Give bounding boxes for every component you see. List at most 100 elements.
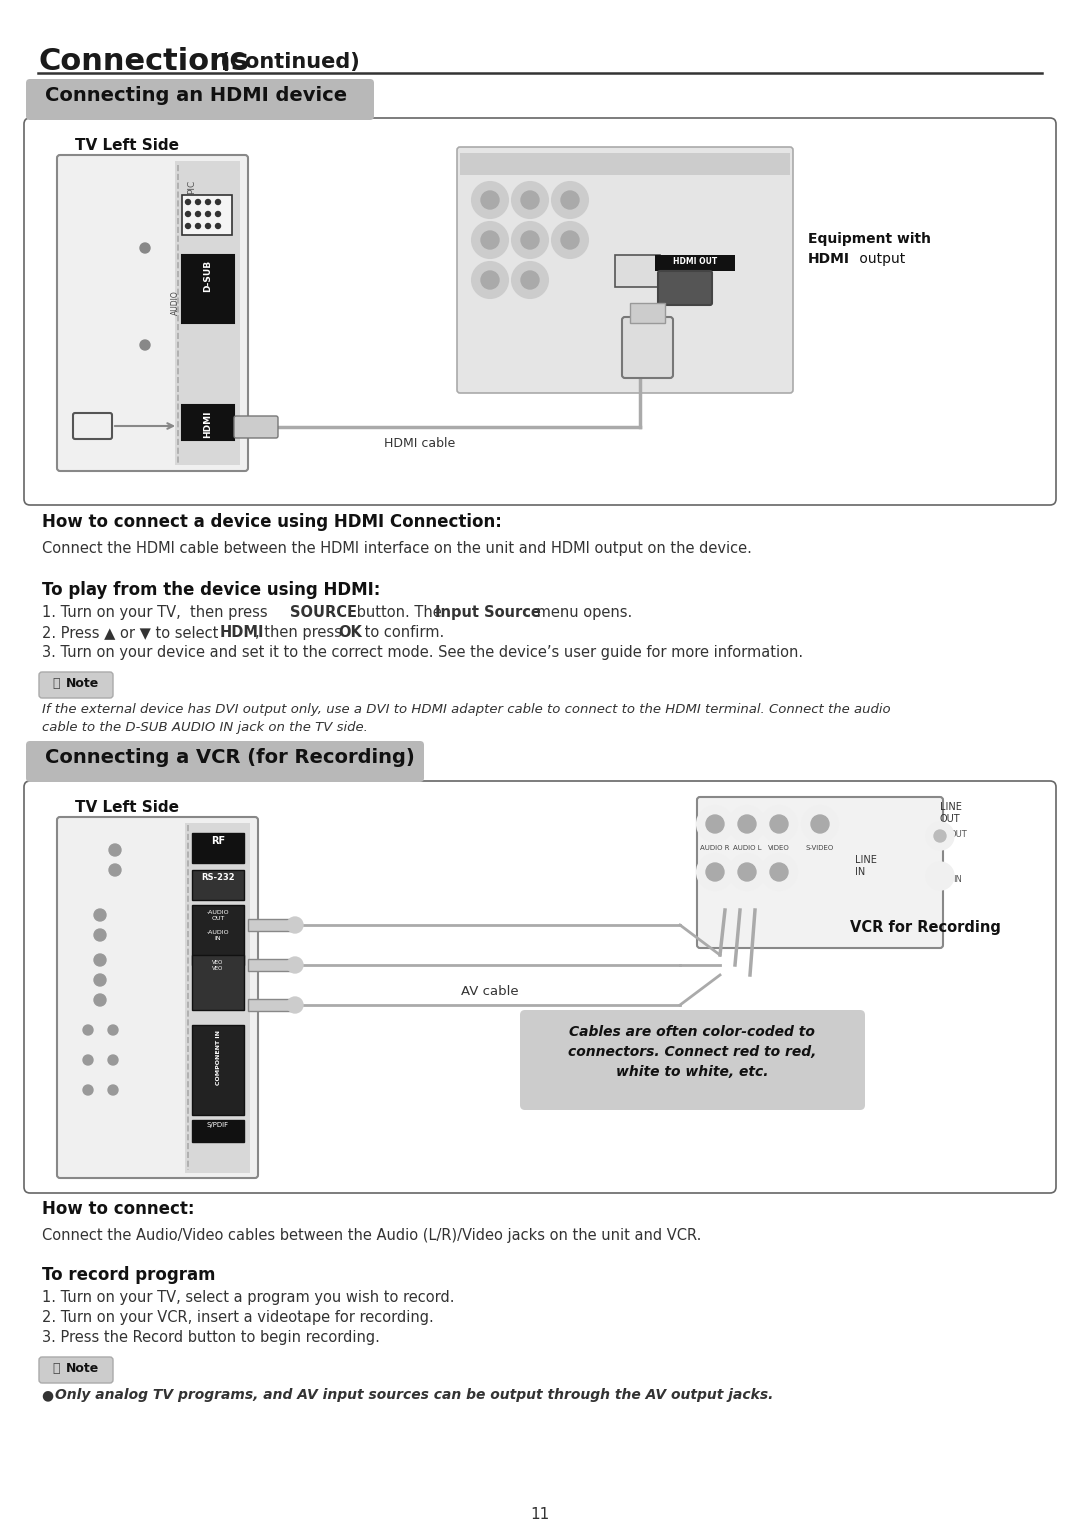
Text: Connect the Audio/Video cables between the Audio (L/R)/Video jacks on the unit a: Connect the Audio/Video cables between t… bbox=[42, 1228, 701, 1243]
Text: RS-232: RS-232 bbox=[201, 873, 234, 883]
FancyBboxPatch shape bbox=[39, 672, 113, 698]
Text: , then press: , then press bbox=[255, 625, 347, 640]
Circle shape bbox=[738, 863, 756, 881]
Circle shape bbox=[100, 1077, 126, 1102]
Bar bbox=[183, 195, 232, 235]
FancyBboxPatch shape bbox=[57, 156, 248, 470]
Text: Connecting a VCR (for Recording): Connecting a VCR (for Recording) bbox=[45, 748, 415, 767]
Circle shape bbox=[287, 997, 303, 1012]
Circle shape bbox=[512, 221, 548, 258]
Text: Connecting an HDMI device: Connecting an HDMI device bbox=[45, 86, 347, 105]
Bar bbox=[192, 1025, 244, 1115]
Bar bbox=[615, 255, 660, 287]
Text: Input Source: Input Source bbox=[435, 605, 541, 620]
Text: menu opens.: menu opens. bbox=[532, 605, 632, 620]
Circle shape bbox=[481, 231, 499, 249]
Text: SOURCE: SOURCE bbox=[291, 605, 357, 620]
Circle shape bbox=[802, 806, 838, 841]
Circle shape bbox=[521, 191, 539, 209]
Circle shape bbox=[287, 918, 303, 933]
Bar bbox=[460, 153, 789, 176]
Circle shape bbox=[770, 863, 788, 881]
Bar bbox=[248, 959, 293, 971]
Circle shape bbox=[109, 844, 121, 857]
Circle shape bbox=[738, 815, 756, 834]
Circle shape bbox=[472, 182, 508, 218]
FancyBboxPatch shape bbox=[26, 741, 424, 782]
Text: white to white, etc.: white to white, etc. bbox=[616, 1064, 768, 1080]
Text: AV cable: AV cable bbox=[461, 985, 518, 999]
Text: output: output bbox=[855, 252, 905, 266]
Circle shape bbox=[94, 928, 106, 941]
FancyBboxPatch shape bbox=[457, 147, 793, 392]
Text: HDMI: HDMI bbox=[808, 252, 850, 266]
Circle shape bbox=[552, 182, 588, 218]
Circle shape bbox=[94, 954, 106, 967]
Text: D-SUB: D-SUB bbox=[203, 260, 213, 292]
Circle shape bbox=[472, 263, 508, 298]
FancyBboxPatch shape bbox=[73, 412, 112, 438]
FancyBboxPatch shape bbox=[519, 1009, 865, 1110]
Circle shape bbox=[195, 223, 201, 229]
Text: 3. Turn on your device and set it to the correct mode. See the device’s user gui: 3. Turn on your device and set it to the… bbox=[42, 644, 804, 660]
Text: To play from the device using HDMI:: To play from the device using HDMI: bbox=[42, 580, 380, 599]
Text: PIC: PIC bbox=[188, 180, 197, 194]
Text: to confirm.: to confirm. bbox=[360, 625, 444, 640]
FancyBboxPatch shape bbox=[24, 118, 1056, 505]
Text: If the external device has DVI output only, use a DVI to HDMI adapter cable to c: If the external device has DVI output on… bbox=[42, 702, 891, 716]
Circle shape bbox=[770, 815, 788, 834]
Text: Note: Note bbox=[66, 1362, 99, 1374]
Circle shape bbox=[100, 1048, 126, 1073]
Circle shape bbox=[140, 243, 150, 253]
Text: LINE: LINE bbox=[940, 802, 962, 812]
Circle shape bbox=[86, 921, 114, 948]
Circle shape bbox=[216, 200, 220, 205]
Text: 3. Press the Record button to begin recording.: 3. Press the Record button to begin reco… bbox=[42, 1330, 380, 1345]
Text: OUT: OUT bbox=[940, 814, 960, 825]
Text: TV Left Side: TV Left Side bbox=[75, 800, 179, 815]
Circle shape bbox=[86, 947, 114, 974]
Circle shape bbox=[109, 864, 121, 876]
Circle shape bbox=[521, 231, 539, 249]
Bar bbox=[248, 999, 293, 1011]
Circle shape bbox=[186, 200, 190, 205]
Circle shape bbox=[75, 1017, 102, 1043]
Circle shape bbox=[86, 986, 114, 1014]
Bar bbox=[192, 834, 244, 863]
Text: Ⓢ: Ⓢ bbox=[52, 1362, 59, 1374]
Text: HDMI: HDMI bbox=[220, 625, 265, 640]
Bar bbox=[654, 255, 735, 270]
FancyBboxPatch shape bbox=[658, 270, 712, 305]
Text: ●: ● bbox=[42, 1388, 59, 1402]
Circle shape bbox=[133, 237, 157, 260]
Text: -AUDIO
OUT: -AUDIO OUT bbox=[206, 910, 229, 921]
Text: AUDIO: AUDIO bbox=[171, 290, 179, 315]
Circle shape bbox=[706, 815, 724, 834]
Circle shape bbox=[926, 822, 954, 851]
Circle shape bbox=[729, 806, 765, 841]
Circle shape bbox=[552, 221, 588, 258]
Text: IN: IN bbox=[954, 875, 962, 884]
Bar bbox=[183, 405, 234, 440]
Circle shape bbox=[287, 957, 303, 973]
Circle shape bbox=[697, 806, 733, 841]
Circle shape bbox=[102, 835, 129, 864]
FancyBboxPatch shape bbox=[234, 415, 278, 438]
Circle shape bbox=[561, 191, 579, 209]
Bar bbox=[185, 823, 249, 1173]
Text: 1. Turn on your TV, select a program you wish to record.: 1. Turn on your TV, select a program you… bbox=[42, 1290, 455, 1306]
Text: OUT: OUT bbox=[949, 831, 967, 838]
Text: How to connect:: How to connect: bbox=[42, 1200, 194, 1219]
Circle shape bbox=[205, 223, 211, 229]
Text: Note: Note bbox=[66, 676, 99, 690]
FancyBboxPatch shape bbox=[697, 797, 943, 948]
FancyBboxPatch shape bbox=[24, 780, 1056, 1193]
FancyBboxPatch shape bbox=[57, 817, 258, 1177]
Text: Connect the HDMI cable between the HDMI interface on the unit and HDMI output on: Connect the HDMI cable between the HDMI … bbox=[42, 541, 752, 556]
Circle shape bbox=[729, 854, 765, 890]
Text: LINE: LINE bbox=[855, 855, 877, 864]
Text: IN: IN bbox=[855, 867, 865, 876]
Circle shape bbox=[472, 221, 508, 258]
Circle shape bbox=[216, 212, 220, 217]
Text: 11: 11 bbox=[530, 1507, 550, 1522]
